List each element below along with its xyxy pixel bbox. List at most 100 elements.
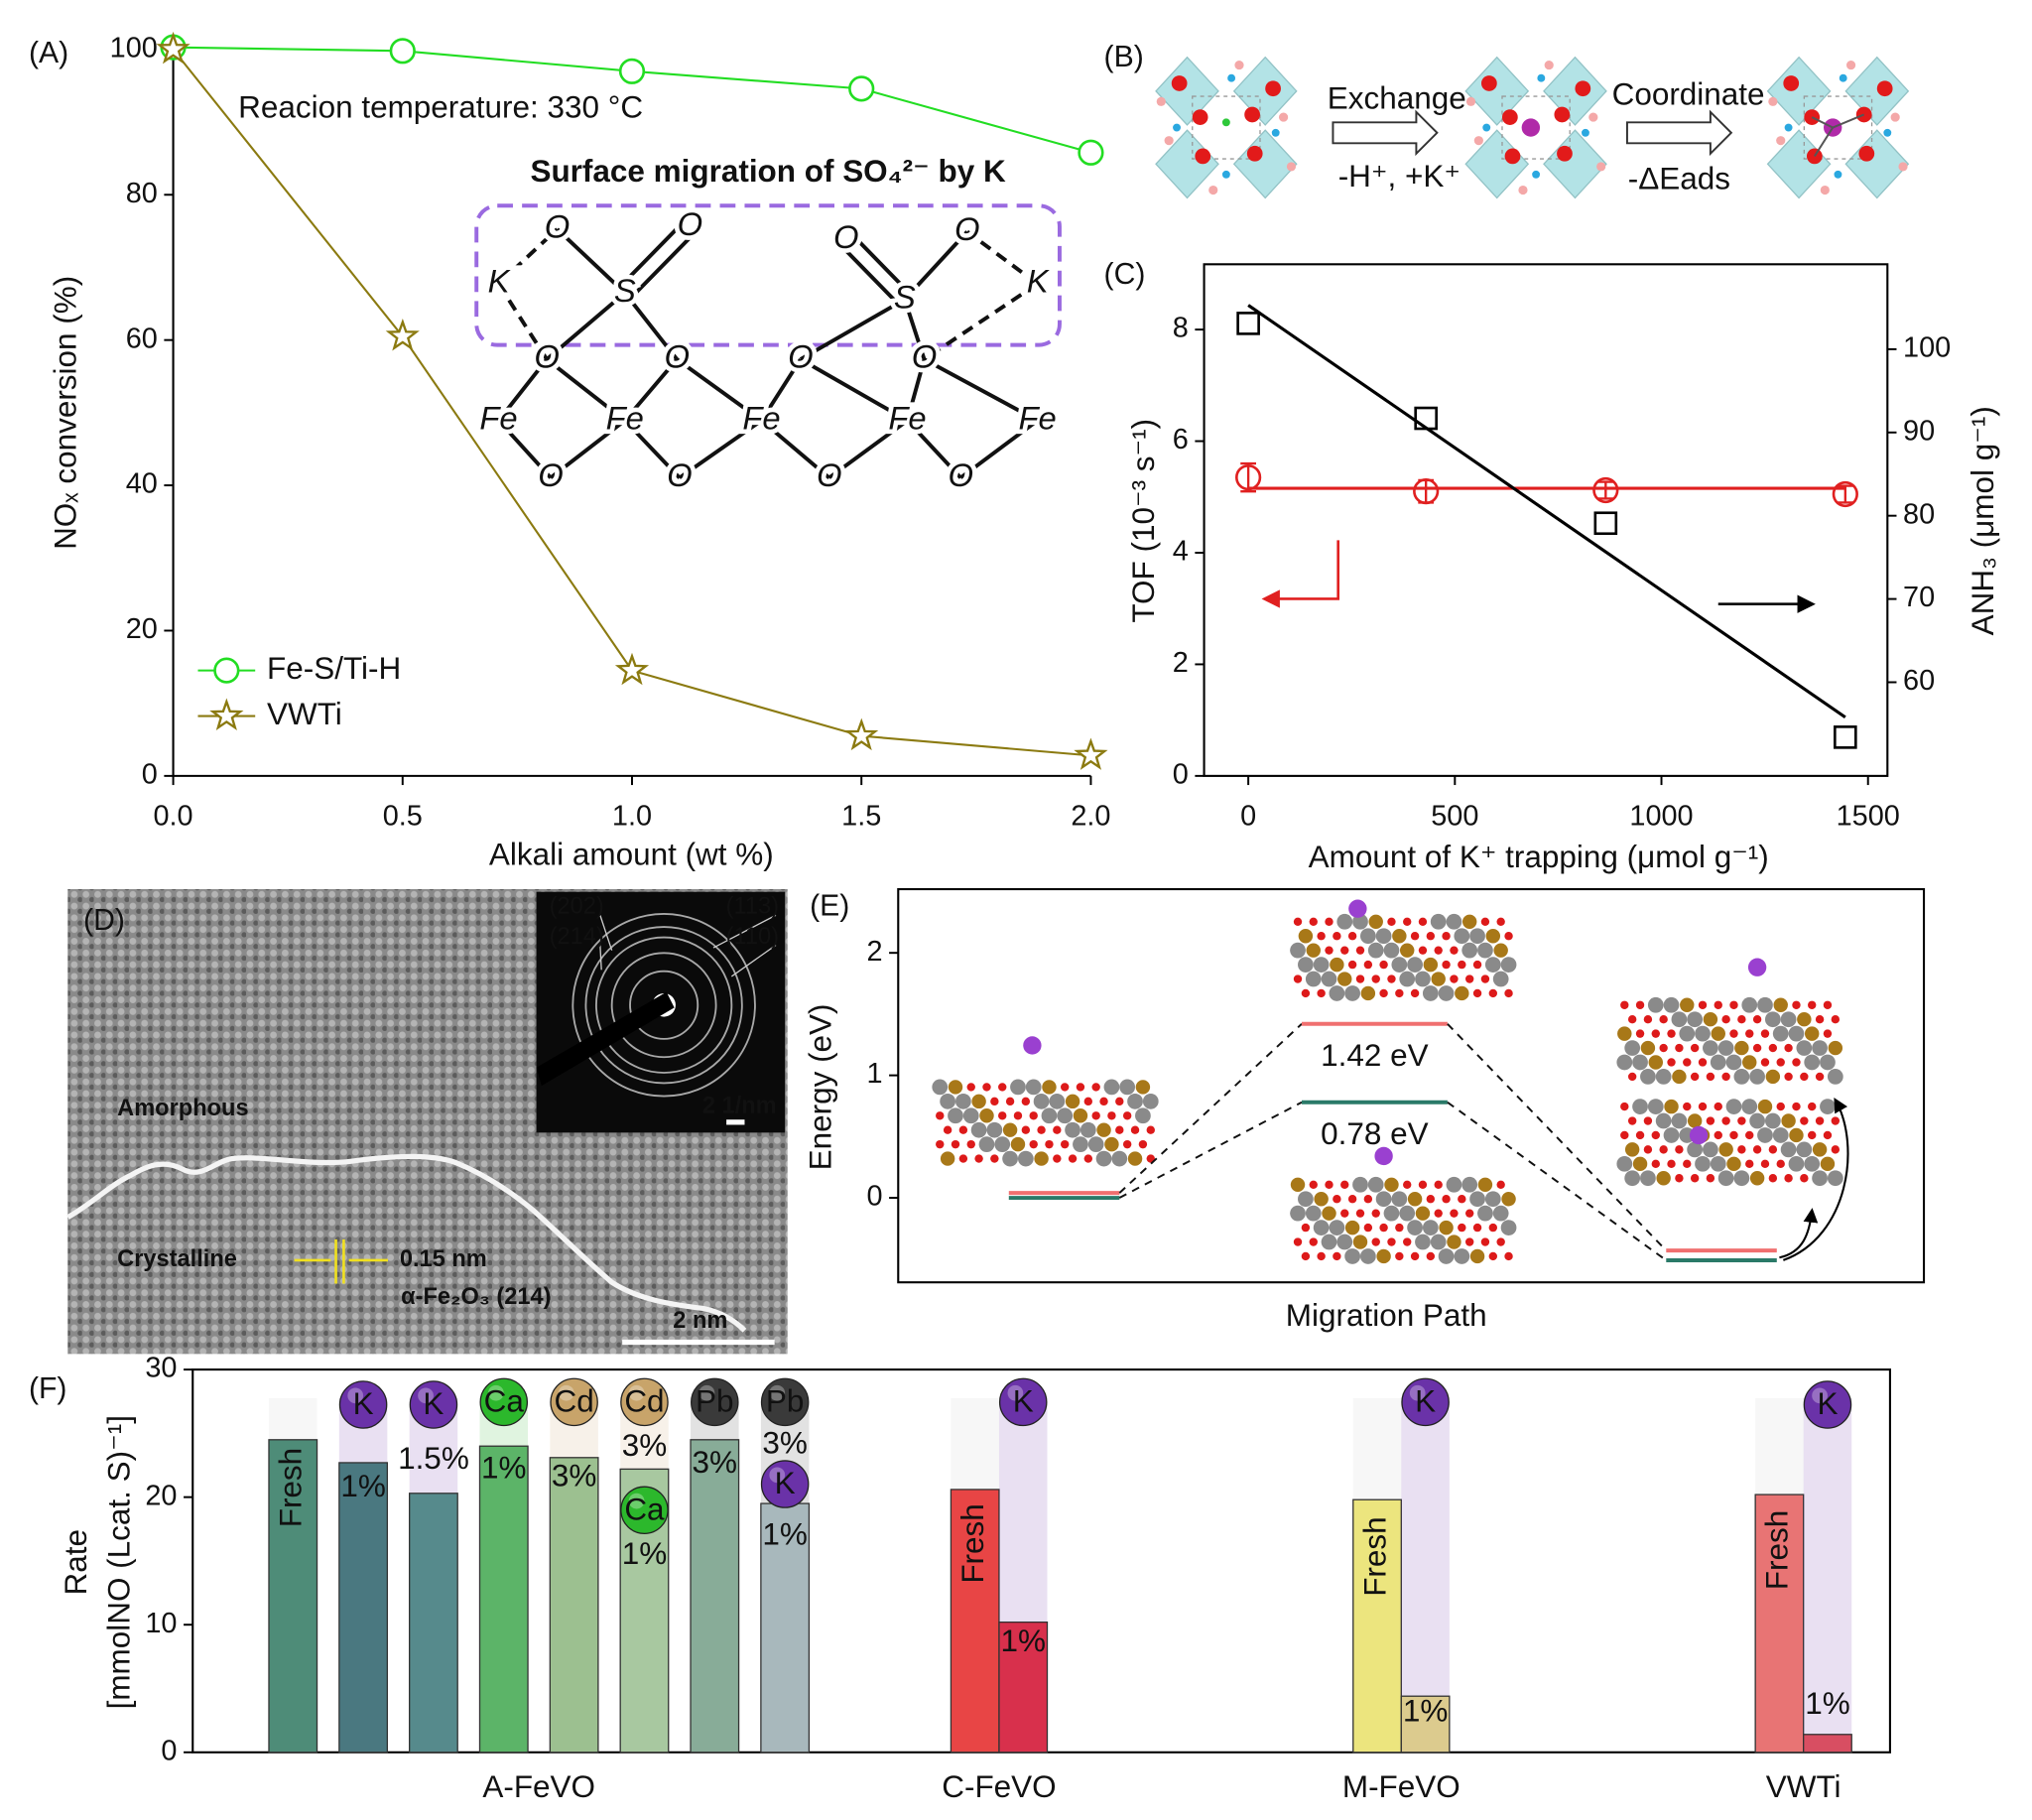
atom	[1430, 913, 1447, 930]
atom	[954, 1093, 971, 1109]
bond	[827, 419, 909, 480]
atom-label: O	[788, 338, 814, 375]
bond	[799, 357, 909, 423]
y2-axis-label: ANH₃ (μmol g⁻¹)	[1966, 406, 2000, 635]
migration-arrow	[1779, 1208, 1819, 1259]
atom	[1703, 1040, 1718, 1056]
crystal-boundary	[66, 1153, 747, 1333]
atom	[1620, 1000, 1629, 1009]
group-label: C-FeVO	[942, 1769, 1056, 1804]
element-badge	[691, 1377, 739, 1427]
atom	[1504, 1251, 1513, 1261]
k-atom	[1348, 899, 1367, 918]
bond	[556, 227, 627, 295]
atom	[1776, 1058, 1785, 1067]
atom	[1360, 985, 1376, 1001]
atom	[1403, 1237, 1412, 1246]
atom	[1371, 1237, 1380, 1246]
atom	[1309, 1180, 1318, 1190]
inset-scale-bar	[726, 1119, 745, 1125]
badge-shine	[488, 1384, 504, 1401]
atom	[1627, 1116, 1637, 1125]
badge-shine	[698, 1384, 715, 1401]
atom	[1418, 946, 1428, 955]
element-badge	[409, 1380, 458, 1429]
atom	[1371, 975, 1380, 983]
o-atom	[1554, 106, 1571, 123]
y-tick-label: 8	[1173, 313, 1189, 344]
ti-atom	[1582, 128, 1589, 137]
h-atom	[1156, 96, 1166, 106]
x-tick-label: 1500	[1837, 800, 1900, 832]
atom	[1407, 957, 1423, 973]
atom	[1717, 1040, 1734, 1056]
atom	[1734, 1040, 1749, 1056]
atom	[1325, 946, 1334, 955]
atom	[1757, 996, 1773, 1013]
k-bond	[1832, 113, 1865, 129]
atom	[1831, 1014, 1841, 1024]
diffraction-ring	[572, 913, 756, 1098]
atom	[1403, 1180, 1412, 1190]
ti-atom	[1537, 73, 1546, 82]
atom	[1717, 1170, 1734, 1187]
atom	[1764, 1112, 1781, 1129]
atom	[1820, 1099, 1836, 1114]
bond	[497, 227, 559, 286]
bond	[902, 299, 927, 360]
bar	[338, 1462, 389, 1754]
y-tick-label: 1	[866, 1058, 882, 1090]
atom	[1049, 1093, 1066, 1109]
atom	[990, 1154, 999, 1163]
atom	[1375, 1191, 1392, 1208]
data-point	[1413, 478, 1440, 505]
bar-backdrop	[1803, 1397, 1852, 1753]
element-badge	[620, 1377, 669, 1427]
atom	[1087, 1136, 1104, 1153]
atom	[1053, 1125, 1062, 1134]
y-tick-label: 40	[126, 468, 158, 500]
group-label: A-FeVO	[482, 1769, 595, 1804]
atom	[1439, 1220, 1454, 1235]
atom	[1104, 1136, 1119, 1152]
cell-edge	[1501, 95, 1571, 160]
y-tick-label: 0	[161, 1735, 177, 1766]
atom	[1812, 1040, 1828, 1056]
atom	[1305, 1205, 1322, 1222]
atom	[1496, 1237, 1505, 1246]
badge-shine	[628, 1384, 645, 1401]
k-bond	[1814, 127, 1835, 157]
atom	[1340, 1209, 1349, 1218]
x-tick-label: 0.0	[153, 800, 192, 832]
bar	[1400, 1695, 1451, 1754]
atom	[1812, 1170, 1828, 1187]
atom	[1317, 1251, 1326, 1261]
atom	[1784, 1174, 1793, 1183]
atom	[1687, 1113, 1703, 1128]
badge-label: Ca	[484, 1384, 525, 1419]
h-atom	[1473, 136, 1483, 146]
atom	[1695, 1025, 1711, 1042]
beam-stop	[536, 991, 675, 1087]
atom	[1407, 1220, 1423, 1235]
legend-marker	[209, 698, 244, 731]
atom	[1710, 1155, 1726, 1172]
atom	[1391, 957, 1408, 973]
h-atom	[1234, 61, 1244, 70]
atom	[1484, 957, 1501, 973]
y-tick-label: 2	[1173, 647, 1189, 679]
badge-shine	[1812, 1387, 1828, 1404]
ring-pointer	[599, 945, 602, 971]
bar-label: 1%	[340, 1469, 385, 1503]
atom	[1309, 917, 1318, 927]
atom	[1752, 1145, 1762, 1154]
group-label: M-FeVO	[1342, 1769, 1460, 1804]
atom	[1403, 917, 1412, 927]
bar-label: 3%	[552, 1458, 596, 1493]
atom	[1021, 1125, 1031, 1134]
atom	[1488, 1223, 1497, 1233]
data-point	[618, 58, 646, 84]
atom	[1329, 985, 1345, 1001]
bar-label: 3%	[693, 1445, 737, 1480]
bond	[850, 232, 912, 296]
